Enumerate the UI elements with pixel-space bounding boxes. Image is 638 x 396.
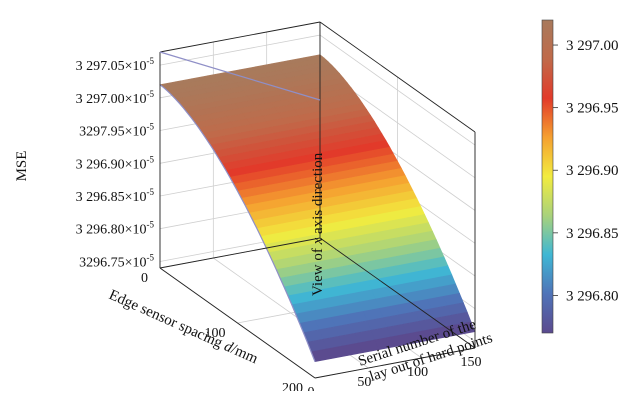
top-back-edge (159, 21, 321, 53)
surface (159, 54, 476, 362)
z-tick-labels: 3 297.05×10-5 3 297.00×10-5 3297.95×10-5 3 … (76, 56, 155, 270)
x-axis-line (314, 347, 476, 379)
z-tick-label: 3 296.85×10-5 (76, 187, 155, 205)
top-right-edge (319, 21, 476, 133)
z-tick-label: 3 297.05×10-5 (76, 56, 155, 74)
axis-frame (159, 21, 476, 379)
colorbar-tick-label: 3 296.90 (566, 163, 619, 179)
colorbar (541, 19, 554, 334)
colorbar-tick-label: 3 296.95 (566, 101, 619, 117)
z-tick-label: 3 296.80×10-5 (76, 220, 155, 238)
colorbar-tick-label: 3 297.00 (566, 38, 619, 54)
y-tick-label: 100 (205, 326, 226, 341)
y-tick-label: 0 (141, 271, 148, 286)
z-tick-label: 3297.95×10-5 (79, 122, 154, 140)
x-tick-label: 0 (308, 385, 315, 391)
colorbar-tick-label: 3 296.80 (566, 288, 619, 304)
view-direction-line (159, 51, 321, 101)
z-axis-label: MSE (14, 151, 30, 182)
z-tick-label: 3 296.90×10-5 (76, 154, 155, 172)
y-tick-label: 200 (282, 381, 303, 391)
right-floor-edge (319, 237, 476, 349)
x-tick-label: 100 (407, 365, 428, 380)
z-tick-label: 3 297.00×10-5 (76, 89, 155, 107)
colorbar-ticks: 3 297.00 3 296.95 3 296.90 3 296.85 3 296.80 (553, 38, 619, 304)
surface-edge-line (159, 84, 316, 362)
x-tick-label: 50 (357, 375, 371, 390)
colorbar-tick-label: 3 296.85 (566, 226, 619, 242)
z-tick-label: 3296.75×10-5 (79, 252, 154, 270)
y-axis-label: Edge sensor spacing d/mm (106, 287, 260, 367)
back-floor-edge (159, 237, 321, 269)
y-axis-line (159, 267, 316, 379)
view-direction-annotation: View of x axis direction (310, 152, 326, 296)
x-tick-label: 150 (461, 355, 482, 370)
